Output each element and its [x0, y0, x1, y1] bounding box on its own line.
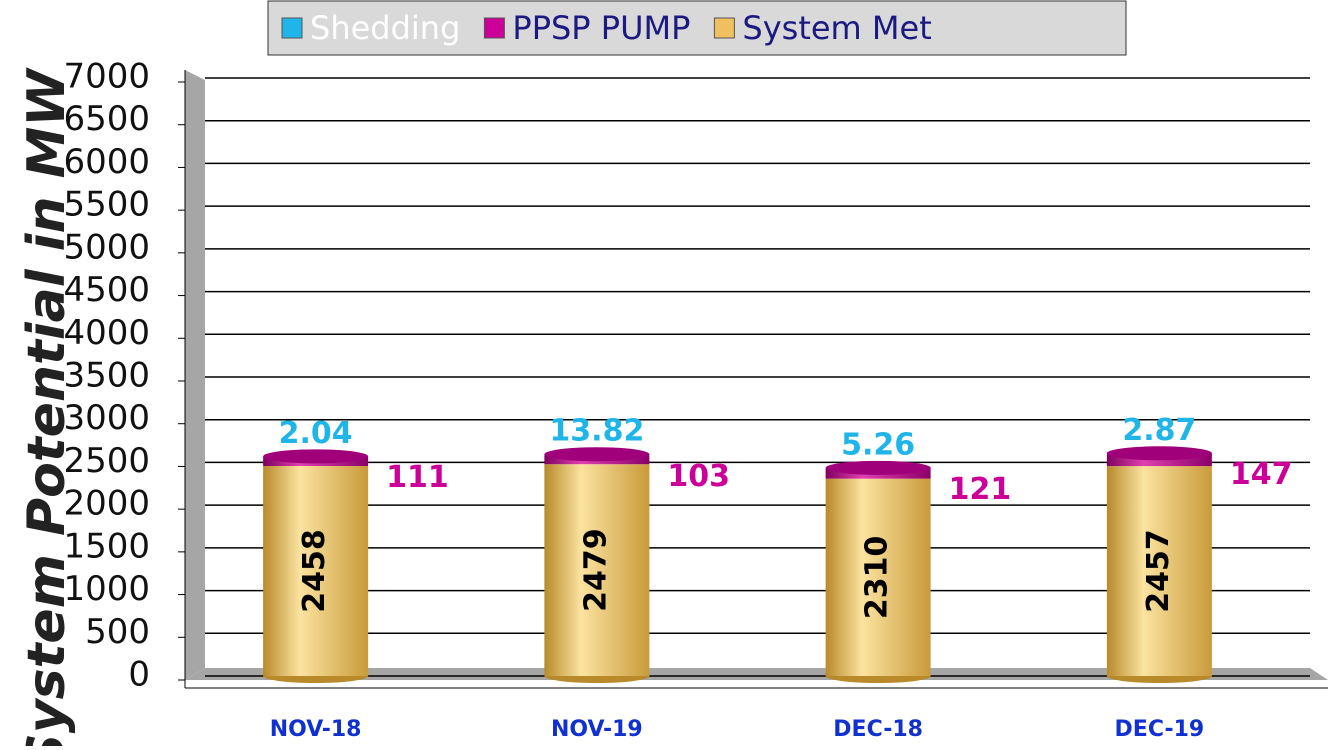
- y-tick-label: 1500: [63, 526, 150, 566]
- data-label: 2.04: [279, 416, 353, 451]
- y-tick-label: 7000: [63, 57, 150, 97]
- data-label: 13.82: [549, 414, 644, 449]
- x-tick-label: NOV-18: [270, 717, 362, 742]
- data-label: 111: [386, 460, 449, 495]
- data-label: 2.87: [1122, 413, 1196, 448]
- y-tick-label: 2000: [63, 484, 150, 524]
- legend-label: System Met: [742, 9, 931, 47]
- data-label: 147: [1230, 457, 1293, 492]
- cylinder-top: [263, 449, 368, 463]
- y-tick-label: 4000: [63, 313, 150, 353]
- y-tick-label: 5000: [63, 227, 150, 267]
- y-tick-label: 3500: [63, 356, 150, 396]
- data-label: 2310: [860, 536, 895, 620]
- data-label: 2479: [578, 528, 613, 612]
- y-tick-label: 5500: [63, 185, 150, 225]
- legend-swatch: [282, 18, 302, 38]
- y-tick-label: 2500: [63, 441, 150, 481]
- data-label: 103: [667, 459, 730, 494]
- cylinder-top: [1107, 446, 1212, 460]
- side-wall: [185, 70, 205, 680]
- cylinder-top: [544, 447, 649, 461]
- x-tick-label: NOV-19: [551, 717, 643, 742]
- x-tick-label: DEC-19: [1115, 717, 1205, 742]
- y-tick-label: 0: [128, 655, 150, 695]
- data-label: 121: [949, 472, 1012, 507]
- cylinder-top: [826, 461, 931, 475]
- data-label: 2458: [297, 529, 332, 613]
- y-tick-label: 6000: [63, 142, 150, 182]
- y-tick-label: 6500: [63, 99, 150, 139]
- data-label: 2457: [1141, 529, 1176, 613]
- y-tick-label: 3000: [63, 398, 150, 438]
- legend-label: Shedding: [310, 9, 460, 47]
- x-tick-label: DEC-18: [833, 717, 923, 742]
- y-tick-label: 1000: [63, 569, 150, 609]
- legend-label: PPSP PUMP: [512, 9, 690, 47]
- data-label: 5.26: [841, 427, 915, 462]
- y-tick-label: 500: [85, 612, 150, 652]
- legend-swatch: [714, 18, 734, 38]
- y-tick-label: 4500: [63, 270, 150, 310]
- legend-swatch: [484, 18, 504, 38]
